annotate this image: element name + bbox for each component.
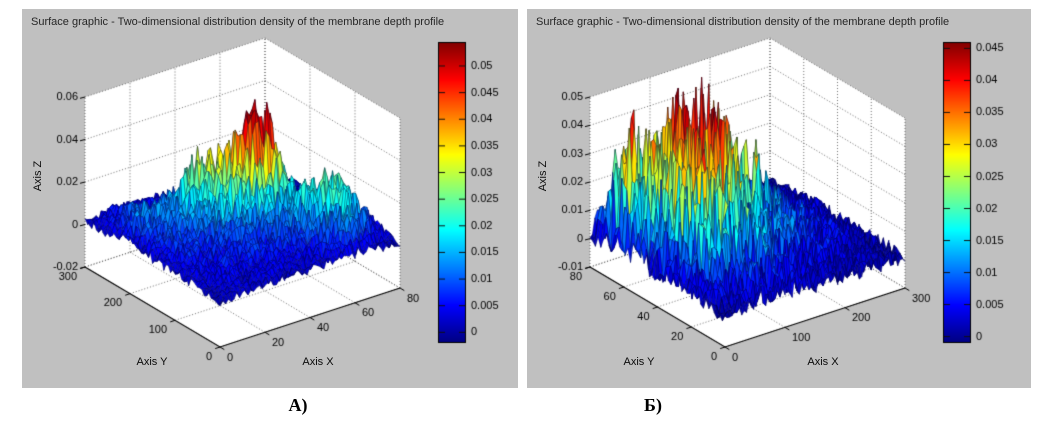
subfigure-label-b: Б) xyxy=(644,395,662,415)
z-axis-label-a: Axis Z xyxy=(32,160,44,192)
x-axis-label-a: Axis X xyxy=(302,356,334,368)
surface-panel-a: Surface graphic - Two-dimensional distri… xyxy=(22,9,518,388)
surface-panel-b: Surface graphic - Two-dimensional distri… xyxy=(527,9,1031,388)
z-axis-label-b: Axis Z xyxy=(537,160,549,192)
plot-title-a: Surface graphic - Two-dimensional distri… xyxy=(31,16,445,28)
surface-plot-canvas-a xyxy=(22,9,518,388)
x-axis-label-b: Axis X xyxy=(807,356,839,368)
subfigure-label-a: А) xyxy=(288,395,308,415)
y-axis-label-b: Axis Y xyxy=(623,356,655,368)
y-axis-label-a: Axis Y xyxy=(136,356,168,368)
plot-title-b: Surface graphic - Two-dimensional distri… xyxy=(536,16,950,28)
surface-plot-canvas-b xyxy=(527,9,1031,388)
